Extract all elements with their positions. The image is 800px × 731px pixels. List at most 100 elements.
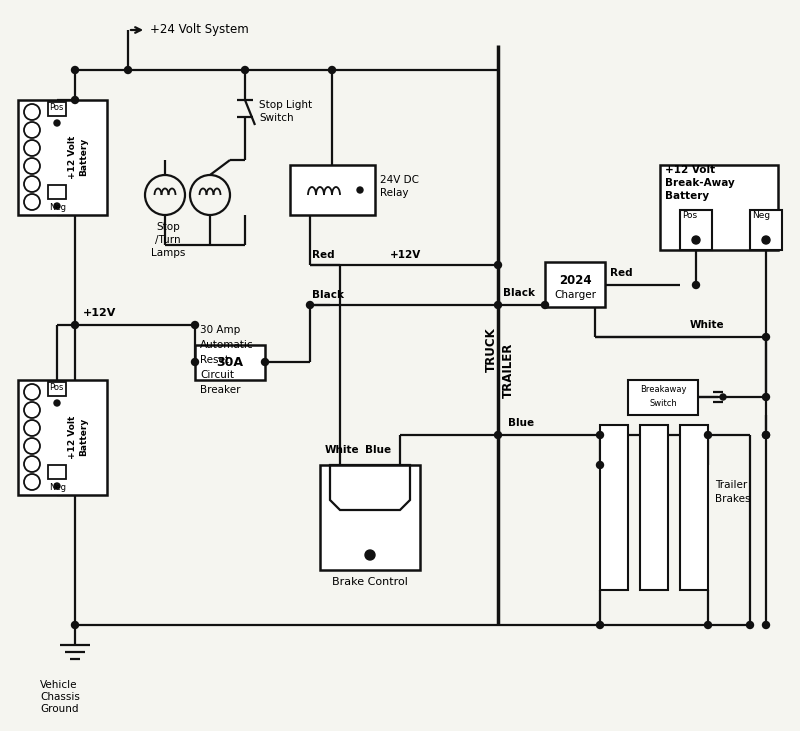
Circle shape: [306, 301, 314, 308]
Circle shape: [597, 621, 603, 629]
Bar: [680, 425, 708, 590]
Circle shape: [746, 621, 754, 629]
Bar: [48, 185, 66, 199]
Text: Chassis: Chassis: [40, 692, 80, 702]
Circle shape: [71, 96, 78, 104]
Text: White: White: [690, 320, 725, 330]
Text: Circuit: Circuit: [200, 370, 234, 380]
Circle shape: [597, 431, 603, 439]
Text: 30A: 30A: [217, 355, 243, 368]
Text: Black: Black: [503, 288, 535, 298]
Bar: [48, 465, 66, 479]
Text: /Turn: /Turn: [155, 235, 181, 245]
Circle shape: [720, 394, 726, 400]
Circle shape: [692, 236, 700, 244]
Circle shape: [71, 322, 78, 328]
Text: Blue: Blue: [508, 418, 534, 428]
Text: Ground: Ground: [40, 704, 78, 714]
Circle shape: [191, 358, 198, 366]
Text: Breakaway: Breakaway: [640, 385, 686, 395]
Text: Breaker: Breaker: [200, 385, 241, 395]
Text: Stop: Stop: [156, 222, 180, 232]
Circle shape: [762, 431, 770, 439]
Circle shape: [494, 431, 502, 439]
Text: Pos: Pos: [49, 384, 63, 393]
Text: Red: Red: [312, 250, 334, 260]
Circle shape: [494, 262, 502, 268]
Circle shape: [762, 431, 770, 439]
Text: Charger: Charger: [554, 290, 596, 300]
Text: +12 Volt: +12 Volt: [665, 165, 715, 175]
Text: +12V: +12V: [390, 250, 422, 260]
Circle shape: [125, 67, 131, 74]
Text: +12V: +12V: [83, 308, 116, 318]
Circle shape: [762, 393, 770, 401]
Circle shape: [54, 203, 60, 209]
Text: Switch: Switch: [259, 113, 294, 123]
Circle shape: [693, 281, 699, 289]
Circle shape: [191, 322, 198, 328]
Text: TRUCK: TRUCK: [485, 327, 498, 372]
Bar: [18, 100, 107, 215]
Text: Reset: Reset: [200, 355, 229, 365]
Circle shape: [494, 301, 502, 308]
Circle shape: [365, 550, 375, 560]
Bar: [750, 210, 782, 250]
Text: Vehicle: Vehicle: [40, 680, 78, 690]
Bar: [320, 465, 420, 570]
Text: Blue: Blue: [365, 445, 391, 455]
Text: Automatic: Automatic: [200, 340, 254, 350]
Text: Red: Red: [610, 268, 633, 278]
Text: Pos: Pos: [49, 104, 63, 113]
Text: 24V DC: 24V DC: [380, 175, 419, 185]
Circle shape: [54, 400, 60, 406]
Circle shape: [762, 236, 770, 244]
Bar: [628, 380, 698, 415]
Bar: [680, 210, 712, 250]
Circle shape: [705, 431, 711, 439]
Text: Break-Away: Break-Away: [665, 178, 734, 188]
Bar: [48, 382, 66, 396]
Bar: [290, 165, 375, 215]
Circle shape: [71, 621, 78, 629]
Text: 2024: 2024: [558, 275, 591, 287]
Text: White: White: [325, 445, 360, 455]
Text: Neg: Neg: [752, 211, 770, 219]
Circle shape: [542, 301, 549, 308]
Text: Switch: Switch: [649, 400, 677, 409]
Text: Battery: Battery: [665, 191, 709, 201]
Bar: [600, 425, 628, 590]
Circle shape: [329, 67, 335, 74]
Text: Brakes: Brakes: [715, 494, 750, 504]
Circle shape: [705, 621, 711, 629]
Bar: [195, 345, 265, 380]
Text: 30 Amp: 30 Amp: [200, 325, 240, 335]
Bar: [545, 262, 605, 307]
Circle shape: [762, 621, 770, 629]
Circle shape: [762, 333, 770, 341]
Circle shape: [242, 67, 249, 74]
Bar: [660, 165, 778, 250]
Text: Neg: Neg: [49, 482, 66, 491]
Text: +24 Volt System: +24 Volt System: [150, 23, 249, 37]
Text: Lamps: Lamps: [151, 248, 185, 258]
Bar: [48, 102, 66, 116]
Text: Trailer: Trailer: [715, 480, 747, 490]
Text: Pos: Pos: [682, 211, 697, 219]
Text: +12 Volt
Battery: +12 Volt Battery: [68, 135, 88, 178]
Text: Relay: Relay: [380, 188, 409, 198]
Bar: [18, 380, 107, 495]
Text: Black: Black: [312, 290, 344, 300]
Text: +12 Volt
Battery: +12 Volt Battery: [68, 415, 88, 458]
Circle shape: [262, 358, 269, 366]
Circle shape: [71, 67, 78, 74]
Text: TRAILER: TRAILER: [502, 342, 514, 398]
Circle shape: [357, 187, 363, 193]
Circle shape: [54, 483, 60, 489]
Circle shape: [597, 461, 603, 469]
Circle shape: [54, 120, 60, 126]
Text: Brake Control: Brake Control: [332, 577, 408, 587]
Text: Stop Light: Stop Light: [259, 100, 312, 110]
Text: Neg: Neg: [49, 202, 66, 211]
Bar: [640, 425, 668, 590]
